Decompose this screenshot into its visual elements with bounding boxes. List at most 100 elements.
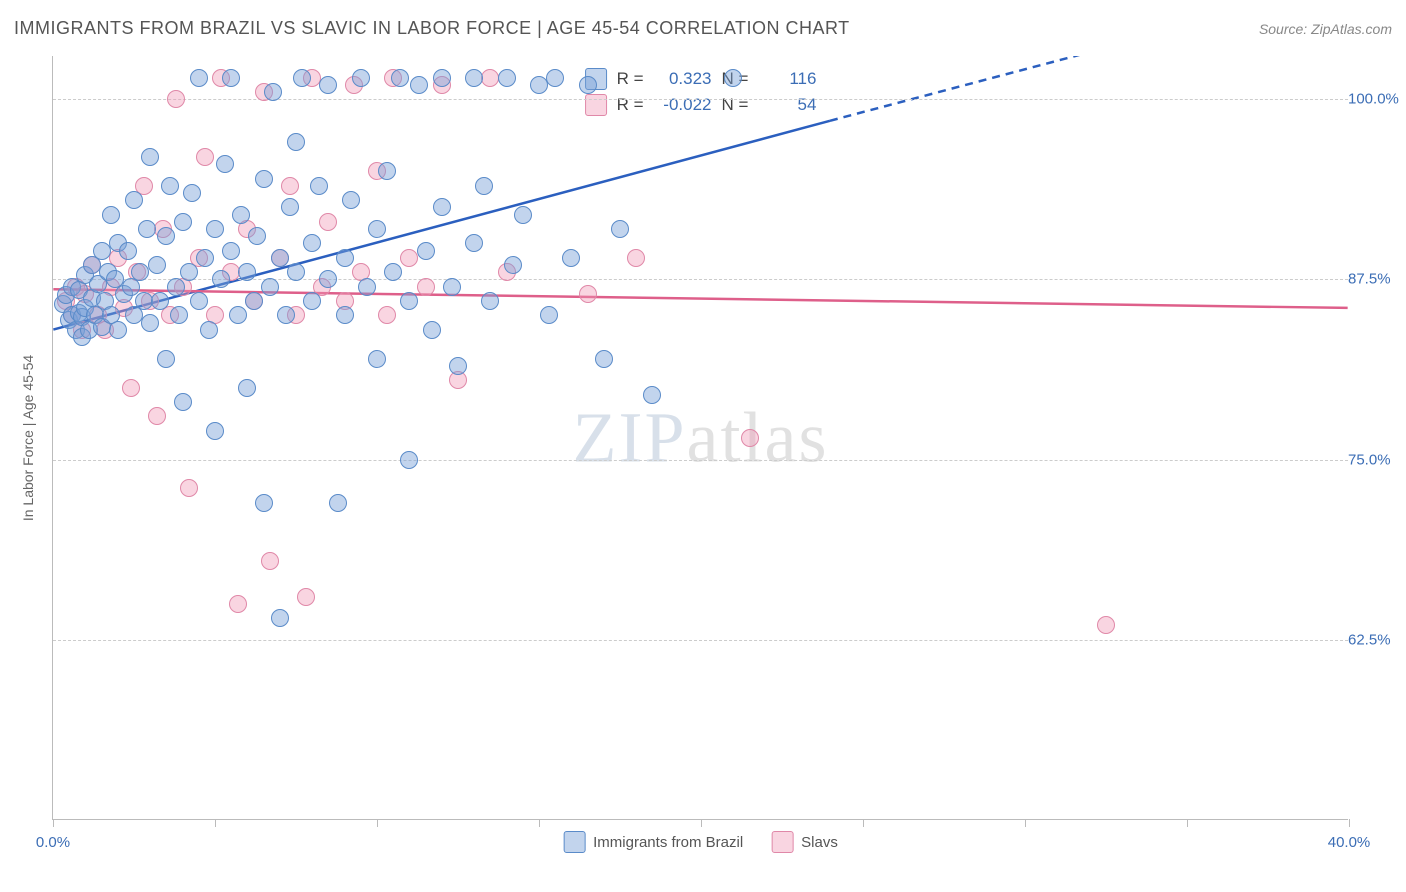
scatter-point-brazil (449, 357, 467, 375)
legend-swatch-brazil (563, 831, 585, 853)
scatter-point-brazil (151, 292, 169, 310)
scatter-point-brazil (384, 263, 402, 281)
scatter-point-brazil (232, 206, 250, 224)
scatter-point-brazil (579, 76, 597, 94)
scatter-point-brazil (261, 278, 279, 296)
x-tick (53, 819, 54, 827)
plot-area: ZIPatlas R = 0.323 N = 116 R = -0.022 N … (52, 56, 1348, 820)
scatter-point-brazil (206, 422, 224, 440)
swatch-slavs (585, 94, 607, 116)
scatter-point-brazil (216, 155, 234, 173)
scatter-point-brazil (504, 256, 522, 274)
scatter-point-slavs (1097, 616, 1115, 634)
scatter-point-brazil (183, 184, 201, 202)
scatter-point-brazil (222, 69, 240, 87)
scatter-point-brazil (611, 220, 629, 238)
scatter-point-brazil (125, 191, 143, 209)
stats-row-1: R = 0.323 N = 116 (585, 66, 817, 92)
scatter-point-brazil (310, 177, 328, 195)
x-tick (863, 819, 864, 827)
stats-row-2: R = -0.022 N = 54 (585, 92, 817, 118)
scatter-point-brazil (264, 83, 282, 101)
stats-R-label-2: R = (617, 95, 644, 115)
watermark-a: ZIP (573, 397, 687, 477)
scatter-point-brazil (148, 256, 166, 274)
scatter-point-brazil (245, 292, 263, 310)
bottom-legend: Immigrants from Brazil Slavs (563, 831, 838, 853)
scatter-point-brazil (212, 270, 230, 288)
source-label: Source: ZipAtlas.com (1259, 21, 1392, 37)
scatter-point-brazil (368, 350, 386, 368)
scatter-point-brazil (141, 148, 159, 166)
scatter-point-brazil (109, 321, 127, 339)
scatter-point-brazil (595, 350, 613, 368)
stats-N-val-2: 54 (758, 95, 816, 115)
scatter-point-brazil (724, 69, 742, 87)
x-tick (1349, 819, 1350, 827)
scatter-point-slavs (741, 429, 759, 447)
stats-R-val-2: -0.022 (654, 95, 712, 115)
scatter-point-brazil (271, 249, 289, 267)
x-tick (539, 819, 540, 827)
gridline-h (53, 460, 1348, 461)
scatter-point-brazil (255, 494, 273, 512)
stats-box: R = 0.323 N = 116 R = -0.022 N = 54 (585, 66, 817, 118)
scatter-point-brazil (546, 69, 564, 87)
scatter-point-brazil (378, 162, 396, 180)
stats-N-val-1: 116 (758, 69, 816, 89)
x-tick (215, 819, 216, 827)
x-tick-label: 40.0% (1328, 834, 1371, 851)
x-tick-label: 0.0% (36, 834, 70, 851)
scatter-point-brazil (277, 306, 295, 324)
scatter-point-slavs (148, 407, 166, 425)
scatter-point-brazil (540, 306, 558, 324)
legend-item-slavs: Slavs (771, 831, 838, 853)
stats-N-label-2: N = (722, 95, 749, 115)
y-tick-label: 87.5% (1348, 271, 1400, 288)
scatter-point-brazil (400, 451, 418, 469)
x-tick (701, 819, 702, 827)
scatter-point-brazil (417, 242, 435, 260)
scatter-point-brazil (102, 206, 120, 224)
scatter-point-brazil (423, 321, 441, 339)
scatter-point-slavs (167, 90, 185, 108)
scatter-point-slavs (261, 552, 279, 570)
scatter-point-brazil (358, 278, 376, 296)
scatter-point-brazil (174, 393, 192, 411)
scatter-point-brazil (562, 249, 580, 267)
scatter-point-brazil (514, 206, 532, 224)
scatter-point-brazil (410, 76, 428, 94)
scatter-point-brazil (190, 292, 208, 310)
scatter-point-brazil (238, 379, 256, 397)
scatter-point-brazil (271, 609, 289, 627)
scatter-point-brazil (329, 494, 347, 512)
chart-title: IMMIGRANTS FROM BRAZIL VS SLAVIC IN LABO… (14, 18, 850, 39)
scatter-point-brazil (293, 69, 311, 87)
gridline-h (53, 99, 1348, 100)
gridline-h (53, 640, 1348, 641)
scatter-point-brazil (157, 227, 175, 245)
scatter-point-brazil (465, 69, 483, 87)
scatter-point-brazil (200, 321, 218, 339)
y-tick-label: 100.0% (1348, 91, 1400, 108)
scatter-point-brazil (190, 69, 208, 87)
scatter-point-brazil (161, 177, 179, 195)
legend-label-brazil: Immigrants from Brazil (593, 834, 743, 851)
scatter-point-brazil (287, 133, 305, 151)
scatter-point-brazil (196, 249, 214, 267)
x-tick (377, 819, 378, 827)
scatter-point-brazil (303, 292, 321, 310)
scatter-point-brazil (352, 69, 370, 87)
x-tick (1187, 819, 1188, 827)
scatter-point-brazil (400, 292, 418, 310)
x-tick (1025, 819, 1026, 827)
scatter-point-brazil (138, 220, 156, 238)
scatter-point-brazil (433, 69, 451, 87)
scatter-point-brazil (303, 234, 321, 252)
stats-R-val-1: 0.323 (654, 69, 712, 89)
scatter-point-slavs (122, 379, 140, 397)
scatter-point-brazil (222, 242, 240, 260)
scatter-point-slavs (297, 588, 315, 606)
legend-label-slavs: Slavs (801, 834, 838, 851)
scatter-point-brazil (170, 306, 188, 324)
